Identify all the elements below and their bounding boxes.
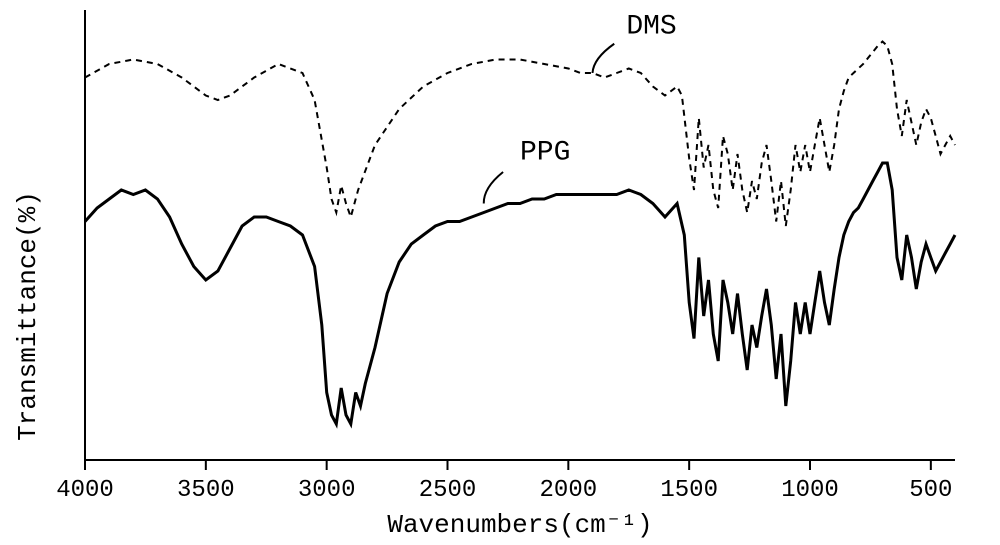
- x-tick-label: 500: [909, 477, 952, 504]
- y-axis-label: Transmittance(%): [13, 191, 43, 441]
- x-tick-label: 1000: [781, 477, 839, 504]
- series-label-dms: DMS: [626, 12, 676, 43]
- axes: [85, 10, 955, 460]
- x-axis-label: Wavenumbers(cm⁻¹): [387, 510, 652, 540]
- series-labels: DMS PPG: [484, 12, 677, 204]
- x-ticks: 4000 3500 3000 2500 2000 1500 1000 500: [56, 460, 952, 504]
- x-tick-label: 2000: [540, 477, 598, 504]
- series-group: [85, 42, 955, 425]
- x-tick-label: 1500: [660, 477, 718, 504]
- x-tick-label: 4000: [56, 477, 114, 504]
- ir-spectrum-chart: 4000 3500 3000 2500 2000 1500 1000 500 Transmit…: [0, 0, 1000, 545]
- series-ppg: [85, 163, 955, 424]
- series-label-ppg: PPG: [520, 138, 570, 169]
- chart-svg: 4000 3500 3000 2500 2000 1500 1000 500 Transmit…: [0, 0, 1000, 545]
- x-tick-label: 3000: [298, 477, 356, 504]
- series-dms: [85, 42, 955, 227]
- x-tick-label: 2500: [419, 477, 477, 504]
- x-tick-label: 3500: [177, 477, 235, 504]
